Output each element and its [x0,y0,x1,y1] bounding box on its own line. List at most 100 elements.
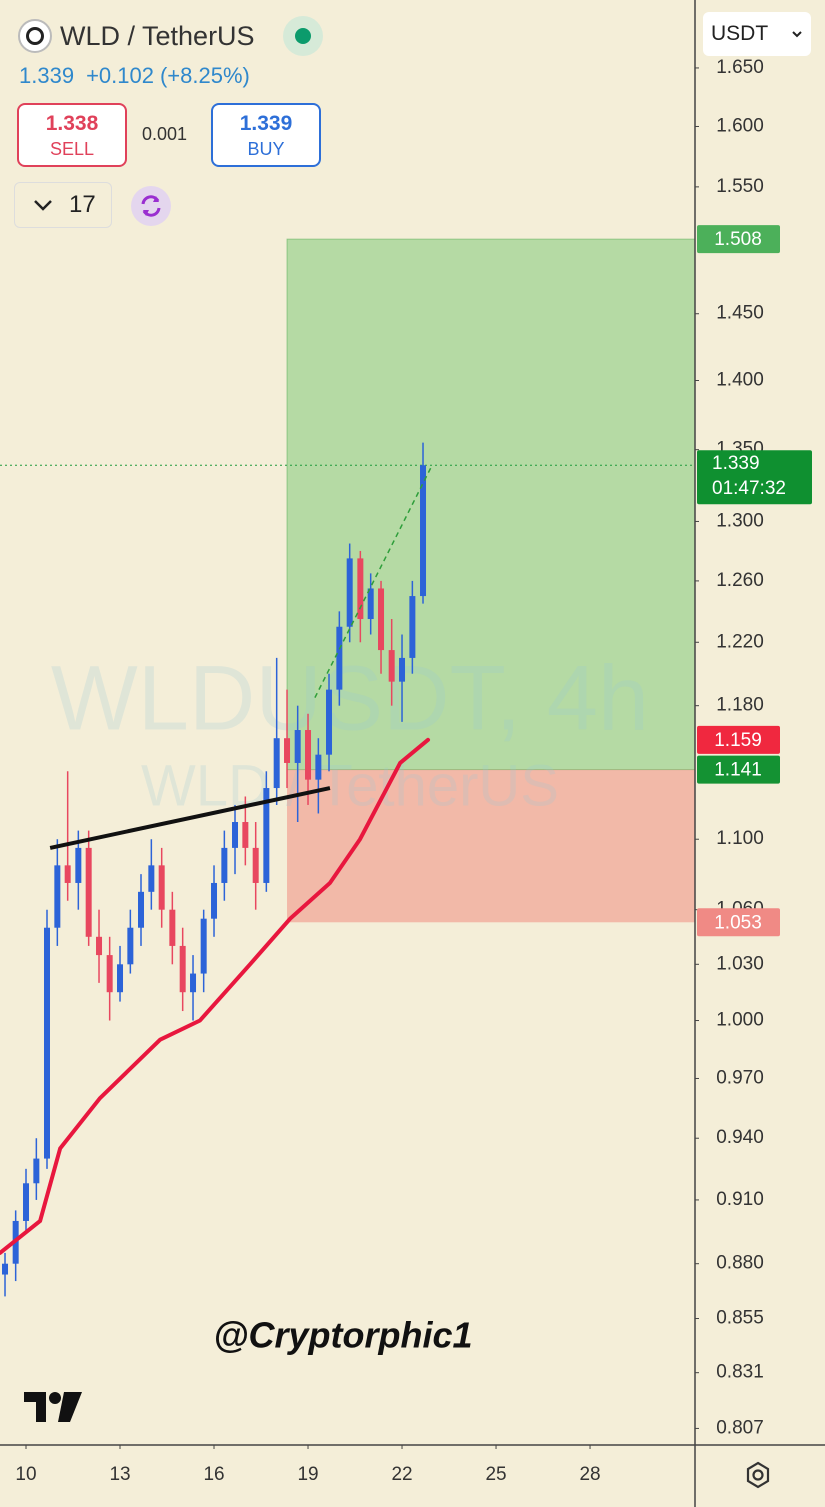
sell-button[interactable]: 1.338 SELL [17,103,127,167]
sell-label: SELL [49,139,95,159]
candle-body [388,650,395,682]
trend-line [49,786,331,850]
candle-body [148,865,155,892]
candle-body [33,1158,40,1184]
candle-body [378,588,385,651]
candle-body [336,626,343,690]
projection-line [314,464,433,698]
x-tick-label: 28 [579,1464,600,1485]
last-price-label: 1.339 [712,453,760,474]
candle-body [273,738,280,789]
y-tick-label: 1.550 [716,176,764,197]
candle-body [200,918,207,974]
symbol-row: WLD / TetherUS [18,16,323,56]
candle-body [85,847,92,937]
candle-body [357,558,364,620]
candle-body [315,754,322,780]
x-tick-label: 22 [391,1464,412,1485]
candle-body [106,955,113,993]
candle-body [23,1183,30,1221]
credit-handle: @Cryptorphic1 [213,1315,472,1356]
indicator-count: 17 [69,191,96,218]
last-price-box [697,450,812,505]
y-tick-label: 1.220 [716,631,764,652]
x-tick-label: 19 [297,1464,318,1485]
y-tick-label: 1.180 [716,695,764,716]
logo-icon [24,1392,82,1422]
candle-body [232,822,239,848]
y-tick-label: 0.807 [716,1417,764,1438]
candle-body [190,973,197,993]
candle-body [221,847,228,883]
currency-label: USDT [711,22,769,45]
price-change-percent: (+8.25%) [159,63,250,88]
candle-body [263,788,270,883]
price-change: +0.102 [86,63,154,88]
x-tick-label: 16 [203,1464,224,1485]
currency-select[interactable]: USDT [703,12,811,56]
y-tick-label: 1.030 [716,953,764,974]
y-tick-label: 1.000 [716,1010,764,1031]
y-tick-label: 1.100 [716,828,764,849]
candle-body [2,1263,9,1275]
y-tick-label: 1.650 [716,57,764,78]
stop-price-label-box [697,908,780,937]
watermark-name: WLD / TetherUS [141,753,559,818]
candle-body [294,730,301,763]
x-tick-label: 13 [109,1464,130,1485]
refresh-button[interactable] [131,186,171,226]
symbol-logo [18,19,52,53]
candle-body [367,588,374,620]
y-tick-label: 0.910 [716,1189,764,1210]
candle-body [326,689,333,755]
candle-body [44,927,51,1159]
candle-body [127,927,134,965]
candle-body [138,891,145,928]
market-status[interactable] [282,16,323,56]
watermark-symbol: WLDUSDT, 4h [51,647,649,749]
candle-body [169,909,176,946]
y-tick-label: 1.260 [716,570,764,591]
stop-price-label: 1.053 [714,912,762,933]
candle-body [54,865,61,928]
chevron-icon [34,200,52,211]
settings-button[interactable] [744,1461,772,1494]
settings-icon [746,1461,770,1489]
refresh-icon [141,195,161,217]
candle-body [284,738,291,763]
target-price-label-box [697,225,780,254]
x-tick-label: 10 [15,1464,36,1485]
last-price: 1.339 [19,63,75,88]
buy-label: BUY [247,139,285,159]
x-tick-label: 25 [485,1464,506,1485]
spread: 0.001 [142,124,188,144]
y-tick-label: 0.855 [716,1308,764,1329]
candle-body [399,657,406,682]
buy-button[interactable]: 1.339 BUY [211,103,321,167]
profit-zone [286,238,696,771]
candle-body [96,936,103,956]
indicators-toggle[interactable]: 17 [14,182,112,228]
y-tick-label: 1.300 [716,510,764,531]
candle-body [117,964,124,993]
candle-body [305,730,312,780]
countdown-label: 01:47:32 [712,478,786,499]
y-tick-label: 0.831 [716,1362,764,1383]
candle-body [242,822,249,848]
candle-body [346,558,353,627]
price-row: 1.339 +0.102 (+8.25%) [19,63,250,89]
dropdown-icon [792,31,802,38]
candle-body [409,596,416,658]
target-price-label: 1.508 [714,229,762,250]
y-tick-label: 0.940 [716,1127,764,1148]
symbol-name: WLD / TetherUS [60,20,255,51]
candle-body [420,465,427,597]
sell-price: 1.338 [45,112,99,135]
candle-body [158,865,165,910]
y-tick-label: 1.600 [716,115,764,136]
candle-body [64,865,71,883]
entry-price-label: 1.141 [714,760,762,781]
candle-body [75,847,82,883]
